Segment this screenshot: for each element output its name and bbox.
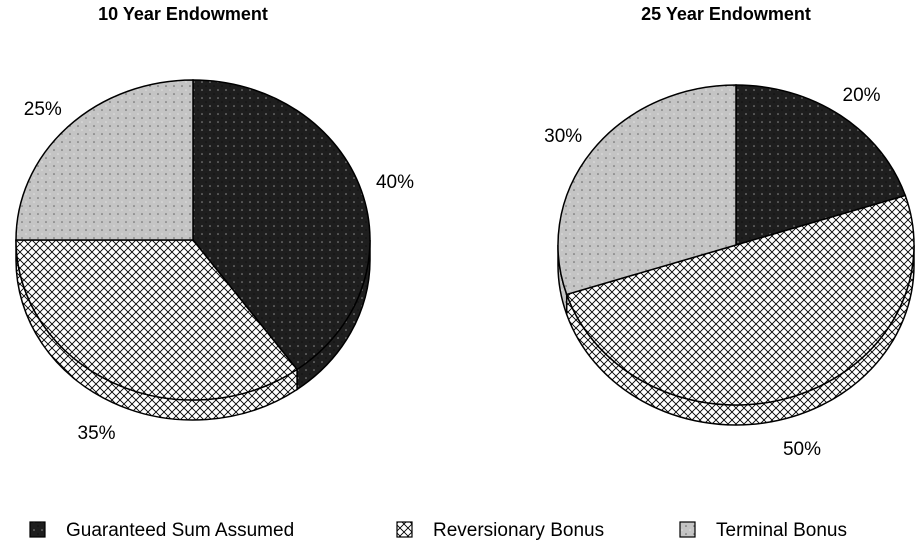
legend-label: Guaranteed Sum Assumed <box>66 520 294 541</box>
pie-slice <box>15 79 194 241</box>
legend-label: Terminal Bonus <box>716 520 847 541</box>
legend-label: Reversionary Bonus <box>433 520 604 541</box>
data-label: 40% <box>376 172 414 193</box>
data-label: 35% <box>78 423 116 444</box>
data-label: 50% <box>783 439 821 460</box>
legend-swatch <box>29 521 46 538</box>
legend-swatch <box>679 521 696 538</box>
data-label: 30% <box>544 126 582 147</box>
data-label: 20% <box>843 85 881 106</box>
chart-title: 25 Year Endowment <box>641 4 811 24</box>
pie-slice <box>735 84 907 247</box>
pie-slice <box>557 84 737 296</box>
data-label: 25% <box>24 99 62 120</box>
pie-slice <box>15 239 299 401</box>
pie-slice <box>192 79 371 371</box>
chart-title: 10 Year Endowment <box>98 4 268 24</box>
legend-swatch <box>396 521 413 538</box>
pie-slice <box>565 194 915 406</box>
